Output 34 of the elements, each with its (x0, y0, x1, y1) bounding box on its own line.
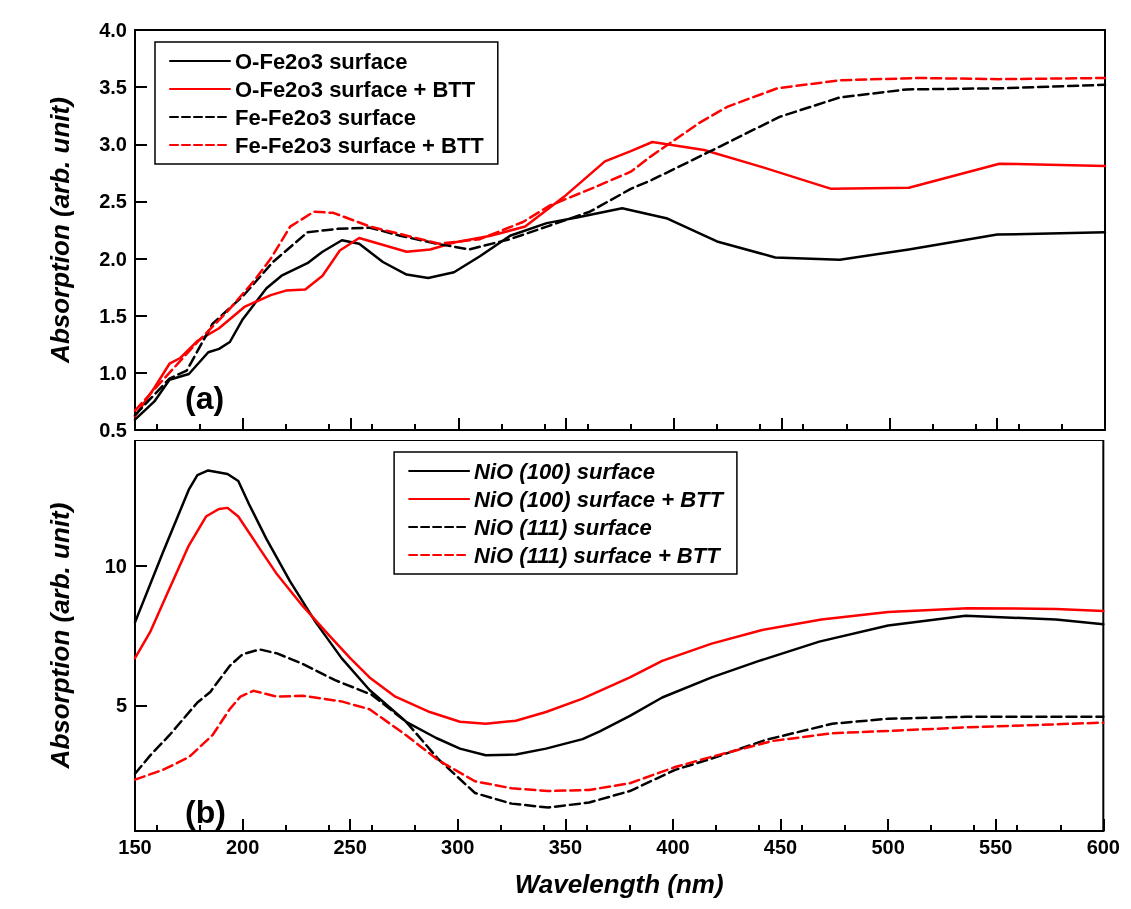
legend-label: O-Fe2o3 surface + BTT (235, 76, 476, 102)
x-tick-label: 250 (333, 836, 367, 858)
y-tick-label: 1.0 (99, 361, 127, 384)
y-tick-label: 2.5 (99, 190, 127, 213)
line-series (133, 689, 1105, 793)
x-tick-label: 400 (656, 836, 690, 858)
x-tick-label: 150 (118, 836, 152, 858)
x-tick-label: 200 (225, 836, 260, 858)
x-tick-label: 600 (1086, 836, 1120, 858)
legend-label: Fe-Fe2o3 surface + BTT (235, 132, 485, 158)
y-tick-label: 3.0 (99, 133, 127, 156)
legend-label: Fe-Fe2o3 surface (235, 104, 416, 130)
y-tick-label: 3.5 (99, 76, 127, 99)
y-tick-label: 5 (115, 694, 127, 717)
annotation: (a) (185, 380, 225, 416)
legend-label: NiO (100) surface (474, 458, 656, 484)
annotation: (b) (185, 794, 226, 830)
legend-label: NiO (100) surface + BTT (474, 486, 725, 512)
y-tick-label: 4.0 (99, 19, 127, 41)
y-tick-label: 2.0 (99, 247, 127, 270)
x-tick-label: 300 (441, 836, 475, 858)
y-tick-label: 0.5 (99, 419, 127, 441)
y-tick-label: 10 (104, 554, 127, 577)
y-tick-label: 1.5 (99, 304, 127, 327)
legend-label: O-Fe2o3 surface (235, 48, 408, 74)
x-tick-label: 500 (871, 836, 905, 858)
x-tick-label: 350 (548, 836, 583, 858)
x-tick-label: 450 (763, 836, 798, 858)
legend-label: NiO (111) surface + BTT (474, 542, 722, 568)
x-tick-label: 550 (979, 836, 1013, 858)
legend-label: NiO (111) surface (474, 514, 652, 540)
y-axis-title: Absorption (arb. unit) (45, 502, 75, 770)
x-axis-title: Wavelength (nm) (514, 869, 724, 899)
y-axis-title: Absorption (arb. unit) (45, 97, 75, 364)
